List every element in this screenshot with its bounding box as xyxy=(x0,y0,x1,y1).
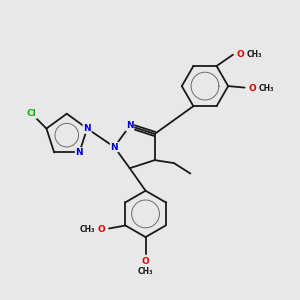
Text: N: N xyxy=(83,124,91,133)
Text: O: O xyxy=(142,257,149,266)
Text: N: N xyxy=(76,148,83,157)
Text: O: O xyxy=(248,84,256,93)
Text: O: O xyxy=(236,50,244,58)
Text: N: N xyxy=(110,142,118,152)
Text: CH₃: CH₃ xyxy=(138,267,153,276)
Text: Cl: Cl xyxy=(27,109,36,118)
Text: CH₃: CH₃ xyxy=(247,50,262,58)
Text: N: N xyxy=(126,121,134,130)
Text: O: O xyxy=(98,225,106,234)
Text: CH₃: CH₃ xyxy=(258,84,274,93)
Text: CH₃: CH₃ xyxy=(80,225,95,234)
